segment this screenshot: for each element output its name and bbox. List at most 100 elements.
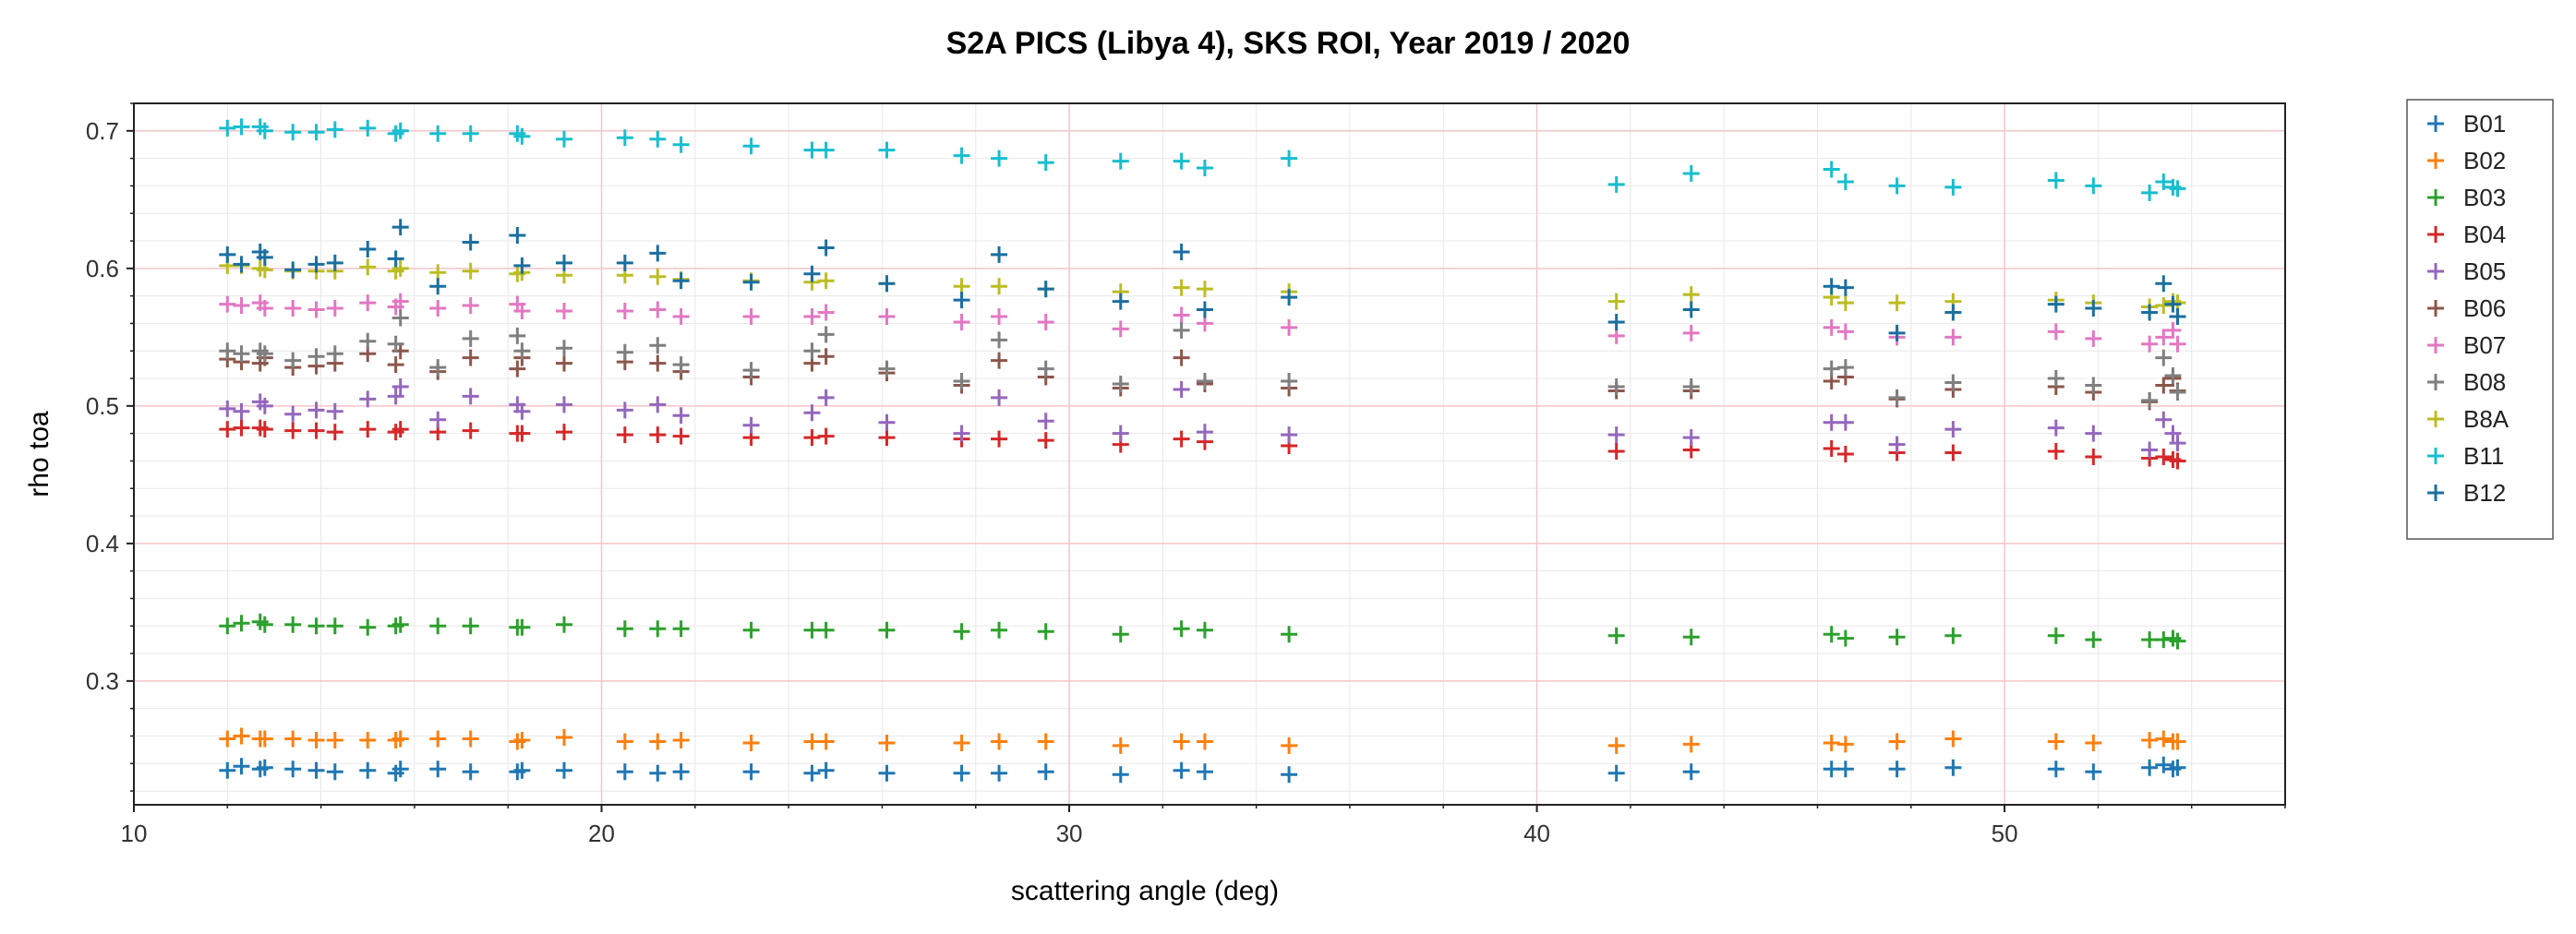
data-point	[2047, 419, 2064, 437]
data-point	[1682, 301, 1700, 318]
data-point	[616, 303, 633, 320]
data-point	[429, 125, 447, 142]
data-point	[307, 731, 325, 748]
data-point	[2155, 275, 2173, 293]
series-b01	[219, 756, 2186, 784]
data-point	[462, 763, 479, 781]
minor-grid	[134, 102, 2286, 805]
data-point	[1112, 626, 1129, 643]
data-point	[817, 272, 835, 290]
data-point	[1607, 764, 1625, 782]
data-point	[1823, 626, 1840, 643]
data-point	[803, 404, 821, 422]
data-point	[616, 620, 633, 638]
data-point	[359, 258, 377, 276]
data-point	[991, 733, 1008, 750]
data-point	[391, 122, 409, 139]
plot-background	[134, 103, 2285, 805]
data-point	[803, 342, 821, 360]
data-point	[2169, 307, 2186, 325]
data-point	[2155, 756, 2173, 773]
data-point	[1037, 763, 1054, 781]
data-point	[1112, 736, 1129, 754]
data-point	[2141, 631, 2159, 649]
data-point	[817, 326, 835, 343]
data-point	[2169, 435, 2186, 452]
data-point	[462, 388, 479, 405]
data-point	[1607, 293, 1625, 310]
data-point	[1944, 304, 1962, 321]
data-point	[616, 254, 633, 271]
data-point	[817, 348, 835, 365]
legend-label: B01	[2463, 110, 2506, 138]
data-point	[742, 273, 760, 291]
data-point	[649, 301, 667, 318]
data-point	[2141, 335, 2159, 353]
data-point	[233, 118, 250, 136]
data-point	[1888, 733, 1906, 750]
data-point	[672, 427, 690, 445]
data-point	[359, 240, 377, 257]
data-point	[649, 396, 667, 413]
data-point	[513, 761, 531, 779]
data-point	[2085, 763, 2102, 781]
data-point	[878, 141, 896, 159]
data-point	[616, 129, 633, 147]
x-tick-label: 20	[588, 820, 615, 847]
data-point	[556, 728, 572, 746]
data-point	[307, 617, 325, 635]
data-point	[2047, 172, 2064, 189]
data-point	[513, 402, 531, 420]
data-point	[2085, 177, 2102, 195]
data-point	[509, 327, 526, 344]
plot-frame	[133, 102, 2286, 806]
x-tick-label: 50	[1992, 820, 2018, 847]
data-point	[742, 416, 760, 434]
data-point	[991, 621, 1008, 639]
data-point	[803, 764, 821, 782]
data-point	[2141, 304, 2159, 321]
data-point	[1112, 376, 1129, 392]
y-tick-label: 0.5	[86, 392, 119, 420]
data-point	[391, 421, 409, 438]
data-point	[1173, 321, 1190, 339]
legend-marker	[2427, 152, 2444, 169]
data-point	[649, 354, 667, 372]
data-point	[2164, 295, 2182, 313]
data-point	[326, 763, 343, 781]
data-point	[953, 292, 970, 309]
data-point	[742, 734, 760, 751]
data-point	[1281, 289, 1298, 306]
data-point	[803, 265, 821, 282]
data-point	[509, 227, 526, 245]
data-point	[219, 119, 236, 137]
data-point	[513, 425, 531, 442]
legend-box	[2406, 99, 2554, 540]
data-point	[1607, 426, 1625, 444]
data-point	[2164, 425, 2182, 442]
y-tick-label: 0.4	[86, 530, 119, 557]
data-point	[391, 309, 409, 327]
data-point	[256, 122, 273, 139]
data-point	[1682, 629, 1700, 646]
data-point	[616, 763, 633, 781]
data-point	[1944, 374, 1962, 391]
data-point	[256, 759, 273, 776]
data-point	[1196, 621, 1213, 639]
data-point	[817, 621, 835, 639]
data-point	[307, 301, 325, 318]
data-point	[1173, 243, 1190, 260]
data-point	[326, 254, 343, 271]
data-point	[284, 352, 302, 369]
data-point	[1281, 626, 1298, 643]
series-b11	[219, 118, 2186, 201]
x-tick-label: 10	[121, 820, 148, 847]
legend-marker	[2427, 189, 2444, 206]
legend-label: B02	[2463, 147, 2506, 174]
data-point	[359, 119, 377, 137]
data-point	[2047, 323, 2064, 341]
data-point	[2155, 448, 2173, 465]
data-point	[878, 734, 896, 751]
data-point	[2085, 734, 2102, 751]
data-point	[2164, 367, 2182, 385]
